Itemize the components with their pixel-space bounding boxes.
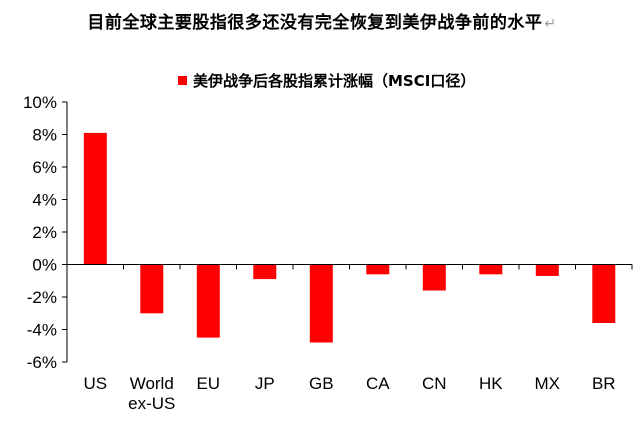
x-tick-label-line: MX [535, 374, 561, 393]
bar-cn [422, 264, 446, 291]
chart-title: 目前全球主要股指很多还没有完全恢复到美伊战争前的水平 ↵ [0, 8, 644, 33]
bar-ca [366, 264, 390, 275]
bar-eu [196, 264, 220, 338]
y-tick-label: 2% [32, 223, 57, 242]
bar-mx [535, 264, 559, 276]
legend-label: 美伊战争后各股指累计涨幅（MSCI口径） [193, 72, 475, 90]
x-tick-label: MX [535, 374, 561, 393]
x-tick-label: GB [309, 374, 334, 393]
x-tick-label-line: World [130, 374, 174, 393]
x-tick-label-line: ex-US [128, 394, 175, 413]
bar-world-ex-us [140, 264, 164, 314]
x-tick-label: CN [422, 374, 447, 393]
x-tick-label-line: CN [422, 374, 447, 393]
x-tick-label: World ex-US [128, 374, 175, 413]
x-tick-label: EU [196, 374, 220, 393]
x-tick-label-line: HK [479, 374, 503, 393]
legend-swatch [178, 76, 187, 85]
y-tick-label: 8% [32, 126, 57, 145]
bar-jp [253, 264, 277, 280]
x-tick-label: US [83, 374, 107, 393]
y-tick-label: -4% [27, 321, 57, 340]
x-tick-label-line: BR [592, 374, 616, 393]
x-axis [66, 264, 633, 270]
y-tick-label: 0% [32, 256, 57, 275]
y-tick-label: -6% [27, 353, 57, 372]
legend: 美伊战争后各股指累计涨幅（MSCI口径） [178, 72, 475, 90]
chart-title-text: 目前全球主要股指很多还没有完全恢复到美伊战争前的水平 [87, 13, 543, 33]
x-tick-label-line: US [83, 374, 107, 393]
bar-br [592, 264, 616, 323]
y-tick-label: 6% [32, 158, 57, 177]
y-tick-label: -2% [27, 288, 57, 307]
bars [83, 132, 616, 343]
x-tick-label: CA [366, 374, 390, 393]
y-tick-label: 10% [23, 93, 57, 112]
x-tick-label: JP [255, 374, 275, 393]
bar-us [83, 132, 107, 265]
x-tick-label-line: EU [196, 374, 220, 393]
x-tick-label-line: GB [309, 374, 334, 393]
x-tick-label: HK [479, 374, 503, 393]
x-tick-label-line: JP [255, 374, 275, 393]
bar-gb [309, 264, 333, 343]
x-tick-label-line: CA [366, 374, 390, 393]
y-axis: 10% 8% 6% 4% 2% 0% -2% -4% -6% [23, 93, 68, 372]
x-axis-labels: US World ex-US EU JP GB CA CN HK MX BR [83, 374, 615, 413]
paragraph-mark-icon: ↵ [544, 16, 557, 32]
y-tick-label: 4% [32, 191, 57, 210]
bar-hk [479, 264, 503, 275]
x-tick-label: BR [592, 374, 616, 393]
